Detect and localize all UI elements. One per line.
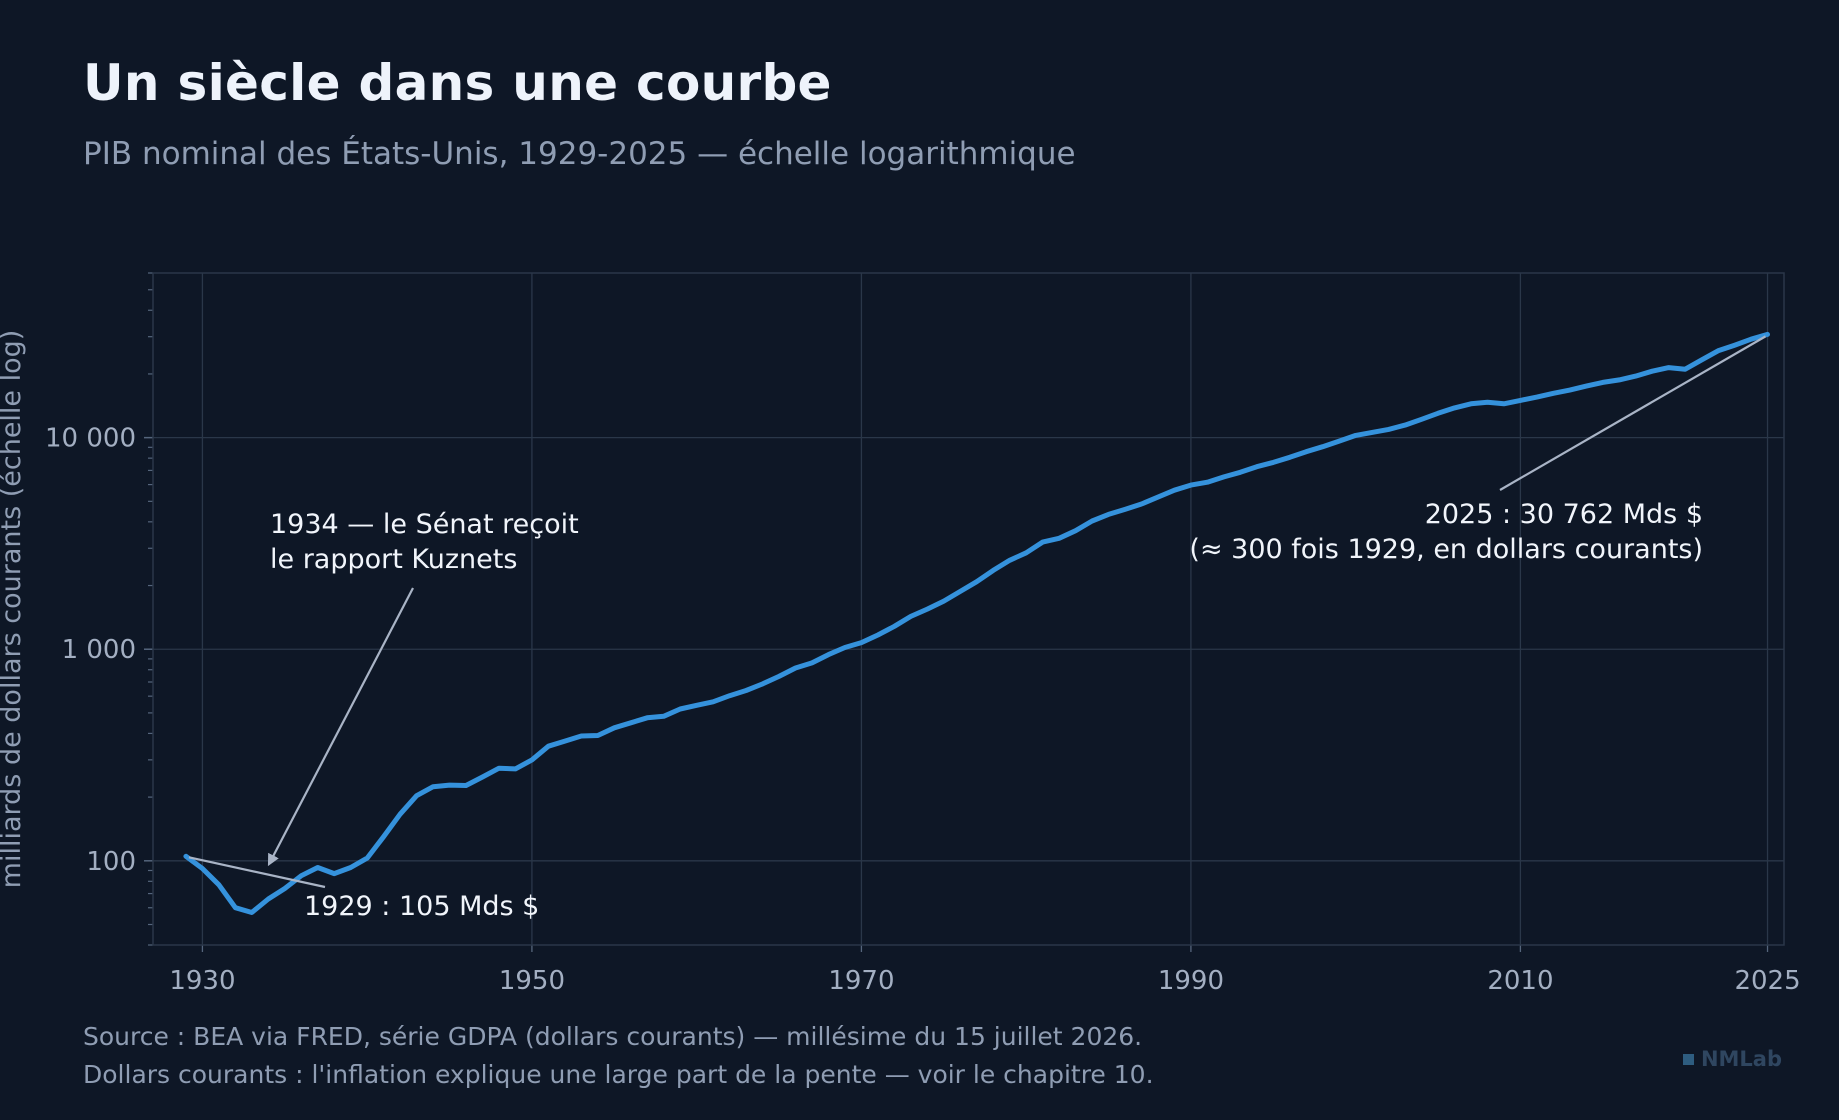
annotation-2025-line: [1499, 335, 1767, 491]
x-tick-label: 1930: [169, 966, 235, 996]
annotation-1929-line: [188, 856, 326, 889]
x-tick-label: 2010: [1487, 966, 1553, 996]
gdp-series-line: [183, 331, 1770, 915]
x-tick-label: 1990: [1158, 966, 1224, 996]
brand-square-icon: [1682, 1054, 1694, 1065]
annotation-2025-label: (≈ 300 fois 1929, en dollars courants): [1189, 534, 1703, 565]
annotation-2025-label: 2025 : 30 762 Mds $: [1425, 499, 1703, 530]
x-tick-label: 2025: [1734, 966, 1800, 996]
chart-title: Un siècle dans une courbe: [83, 54, 832, 112]
x-tick-label: 1950: [499, 966, 565, 996]
y-tick-label: 100: [86, 847, 136, 877]
inflation-footnote: Dollars courants : l'inflation explique …: [83, 1060, 1154, 1089]
source-footnote: Source : BEA via FRED, série GDPA (dolla…: [83, 1022, 1143, 1051]
plot-frame: [152, 272, 1785, 946]
y-axis-label: milliards de dollars courants (échelle l…: [0, 330, 27, 889]
x-tick-label: 1970: [828, 966, 894, 996]
y-tick-label: 10 000: [45, 424, 136, 454]
chart-subtitle: PIB nominal des États-Unis, 1929-2025 — …: [83, 136, 1076, 172]
annotation-kuznets-label: le rapport Kuznets: [270, 544, 517, 575]
brand-logo: NMLab: [1682, 1047, 1782, 1071]
y-tick-label: 1 000: [62, 635, 136, 665]
annotation-kuznets-arrow: [267, 587, 414, 867]
annotation-kuznets-label: 1934 — le Sénat reçoit: [270, 509, 579, 540]
brand-label: NMLab: [1700, 1047, 1782, 1071]
annotation-1929-label: 1929 : 105 Mds $: [304, 891, 539, 922]
